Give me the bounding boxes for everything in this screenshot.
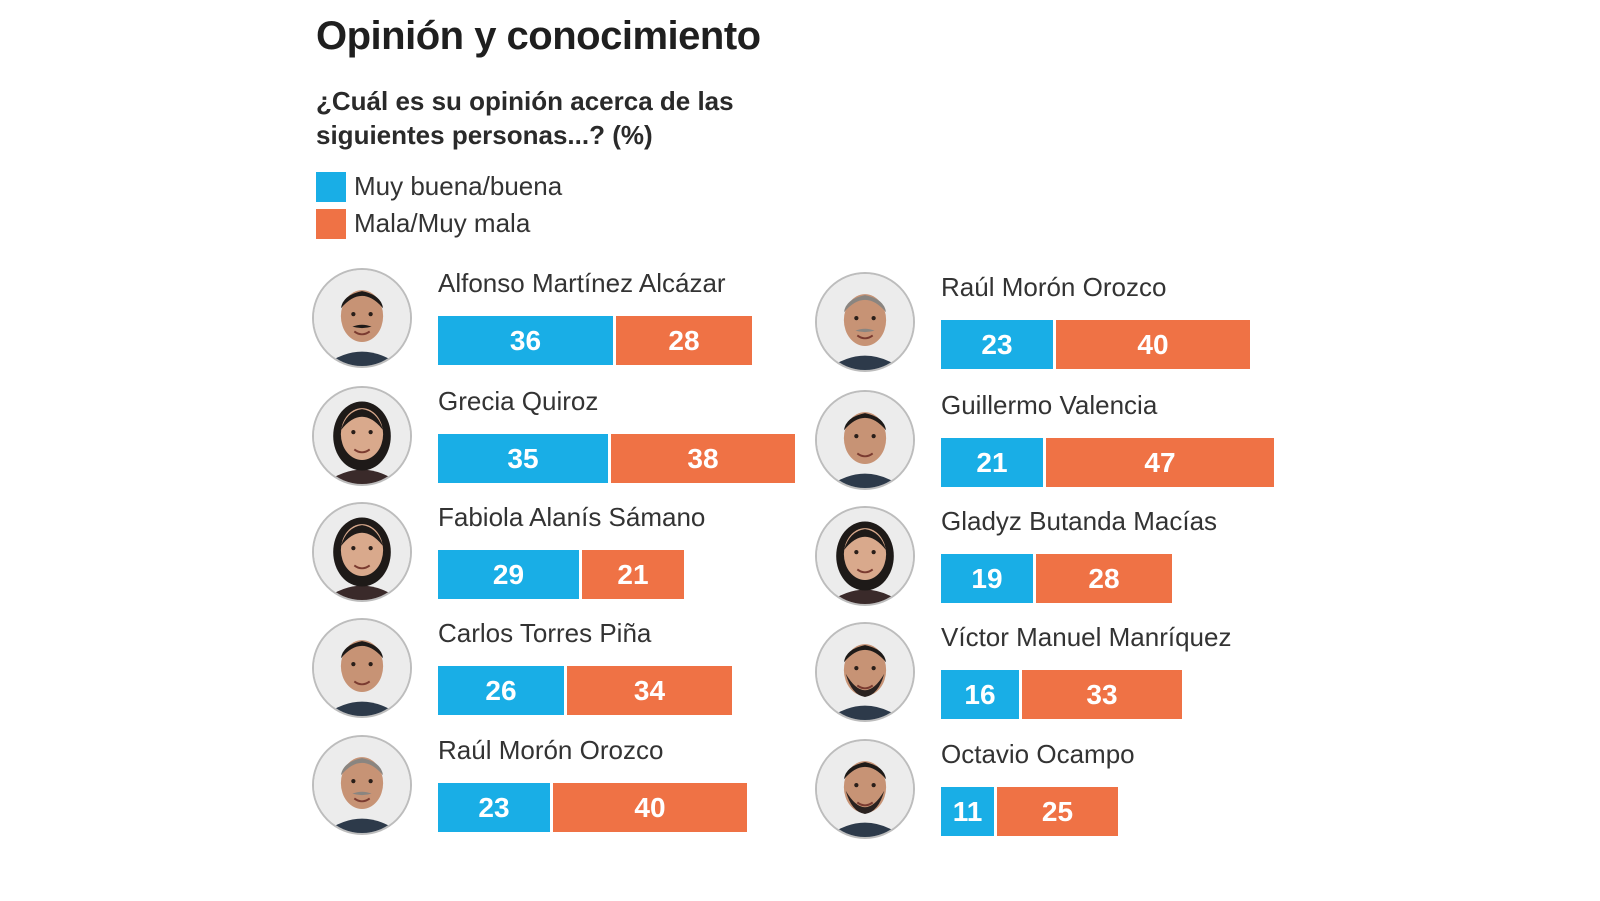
person-photo	[815, 739, 915, 839]
bar-positive: 36	[438, 316, 613, 365]
bar-negative: 28	[1036, 554, 1172, 603]
person-name: Raúl Morón Orozco	[438, 735, 664, 765]
opinion-bars: 11 25	[941, 787, 1118, 836]
person-name: Grecia Quiroz	[438, 386, 599, 416]
bar-negative: 28	[616, 316, 752, 365]
person-photo	[815, 272, 915, 372]
bar-negative: 34	[567, 666, 732, 715]
bar-positive: 35	[438, 434, 608, 483]
opinion-bars: 23 40	[438, 783, 747, 832]
opinion-bars: 19 28	[941, 554, 1172, 603]
person-name: Raúl Morón Orozco	[941, 272, 1167, 302]
bar-positive: 11	[941, 787, 994, 836]
person-photo	[312, 618, 412, 718]
person-photo	[312, 386, 412, 486]
person-photo	[815, 390, 915, 490]
opinion-bars: 23 40	[941, 320, 1250, 369]
chart-title: Opinión y conocimiento	[316, 14, 761, 58]
person-photo	[815, 506, 915, 606]
bar-positive: 21	[941, 438, 1043, 487]
bar-positive: 23	[438, 783, 550, 832]
chart-subtitle: ¿Cuál es su opinión acerca de las siguie…	[316, 86, 734, 150]
person-name: Octavio Ocampo	[941, 739, 1135, 769]
bar-positive: 29	[438, 550, 579, 599]
legend-item-negative: Mala/Muy mala	[316, 205, 562, 242]
bar-negative: 47	[1046, 438, 1274, 487]
opinion-bars: 16 33	[941, 670, 1182, 719]
bar-negative: 25	[997, 787, 1118, 836]
opinion-bars: 26 34	[438, 666, 732, 715]
bar-negative: 40	[553, 783, 747, 832]
person-name: Carlos Torres Piña	[438, 618, 652, 648]
legend-item-positive: Muy buena/buena	[316, 168, 562, 205]
person-name: Guillermo Valencia	[941, 390, 1158, 420]
bar-positive: 19	[941, 554, 1033, 603]
person-name: Gladyz Butanda Macías	[941, 506, 1218, 536]
bar-positive: 23	[941, 320, 1053, 369]
legend: Muy buena/buena Mala/Muy mala	[316, 168, 562, 242]
person-name: Fabiola Alanís Sámano	[438, 502, 706, 532]
opinion-bars: 29 21	[438, 550, 684, 599]
bar-negative: 40	[1056, 320, 1250, 369]
person-photo	[312, 735, 412, 835]
opinion-bars: 35 38	[438, 434, 795, 483]
person-name: Alfonso Martínez Alcázar	[438, 268, 726, 298]
bar-positive: 26	[438, 666, 564, 715]
legend-label-positive: Muy buena/buena	[354, 171, 563, 201]
person-photo	[815, 622, 915, 722]
opinion-bars: 36 28	[438, 316, 752, 365]
bar-negative: 33	[1022, 670, 1182, 719]
bar-positive: 16	[941, 670, 1019, 719]
opinion-bars: 21 47	[941, 438, 1274, 487]
legend-swatch-positive	[316, 171, 346, 202]
person-name: Víctor Manuel Manríquez	[941, 622, 1232, 652]
legend-label-negative: Mala/Muy mala	[354, 208, 531, 238]
person-photo	[312, 502, 412, 602]
person-photo	[312, 268, 412, 368]
legend-swatch-negative	[316, 208, 346, 239]
bar-negative: 38	[611, 434, 795, 483]
bar-negative: 21	[582, 550, 684, 599]
